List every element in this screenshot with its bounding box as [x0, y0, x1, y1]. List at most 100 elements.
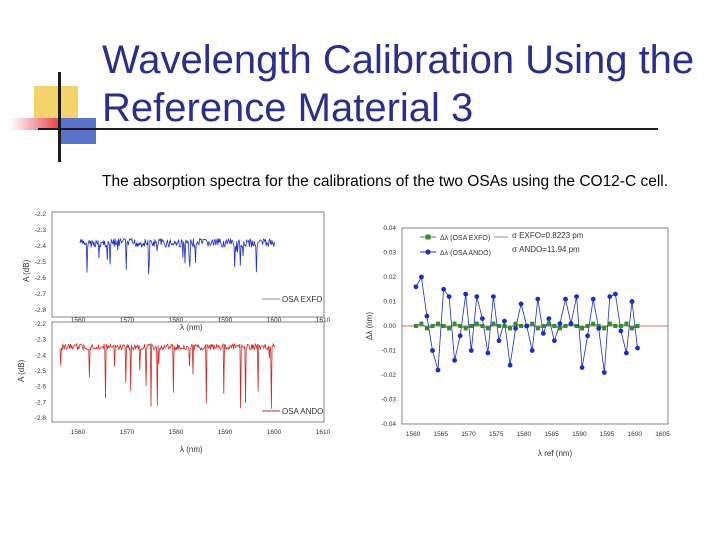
- legend-sigma-ando: σ ANDO=11.94 pm: [512, 245, 580, 254]
- legend-ando-marker: [425, 249, 431, 255]
- delta-exfo-point: [591, 321, 596, 326]
- delta-xticks-label: 1595: [600, 431, 615, 438]
- delta-exfo-point: [530, 321, 535, 326]
- delta-exfo-point: [469, 324, 474, 328]
- delta-exfo-point: [580, 326, 585, 331]
- ando-xlabel: λ (nm): [180, 445, 203, 454]
- delta-exfo-point: [474, 321, 479, 326]
- delta-exfo-point: [452, 321, 457, 326]
- ando-xticks-label: 1600: [267, 429, 282, 436]
- ando-yticks-label: -2.2: [35, 321, 47, 328]
- exfo-yticks-label: -2.4: [35, 243, 47, 250]
- chart-delta: 0.04 0.03 0.02 0.01 0.00 -0.01 -0.02 -0.03 -0.04…: [365, 225, 670, 458]
- ando-ylabel: A (dB): [17, 359, 26, 382]
- delta-exfo-point: [502, 324, 507, 328]
- delta-ando-point: [424, 313, 430, 319]
- exfo-xlabel: λ (nm): [180, 323, 203, 332]
- delta-ando-point: [557, 321, 563, 326]
- delta-exfo-point: [485, 326, 490, 331]
- delta-exfo-point: [541, 324, 546, 328]
- legend-ando-name: Δλ (OSA ANDO): [440, 250, 491, 257]
- delta-ando-point: [502, 318, 507, 324]
- delta-exfo-point: [419, 321, 424, 326]
- delta-legend: Δλ (OSA EXFO) Δλ (OSA ANDO) σ EXFO=0.822…: [420, 231, 584, 257]
- chart-exfo-yticks: -2.2 -2.3 -2.4 -2.5 -2.6 -2.7 -2.8: [35, 211, 47, 314]
- delta-ando-point: [585, 333, 590, 339]
- exfo-xticks-label: 1610: [316, 317, 331, 324]
- delta-ando-point: [452, 357, 457, 363]
- chart-ando-frame: [51, 321, 325, 423]
- delta-ando-point: [507, 362, 513, 368]
- delta-ando-point: [441, 286, 446, 292]
- ando-xticks-label: 1570: [120, 429, 135, 436]
- delta-exfo-point: [447, 326, 452, 331]
- deco-blue-square: [58, 118, 96, 144]
- delta-ando-point: [607, 294, 613, 299]
- delta-exfo-point: [430, 324, 435, 328]
- delta-exfo-point: [491, 321, 496, 326]
- delta-exfo-point: [436, 321, 440, 326]
- delta-xticks-label: 1605: [655, 431, 670, 438]
- delta-ando-point: [480, 316, 485, 321]
- delta-yticks-label: -0.01: [381, 348, 396, 355]
- delta-yticks-label: 0.00: [383, 323, 396, 330]
- delta-yticks-label: 0.03: [383, 250, 396, 257]
- delta-ando-point: [568, 321, 574, 326]
- ando-xticks-label: 1610: [316, 429, 331, 436]
- delta-ando-point: [513, 326, 518, 331]
- ando-xticks-label: 1590: [218, 429, 233, 436]
- delta-ando-point: [635, 345, 640, 351]
- exfo-yticks-label: -2.5: [35, 259, 47, 266]
- deco-vertical-line: [58, 72, 61, 162]
- deco-horizontal-line: [38, 128, 658, 130]
- delta-ando-point: [457, 333, 463, 339]
- delta-yticks-label: -0.02: [381, 372, 396, 379]
- delta-exfo-point: [424, 326, 429, 331]
- delta-exfo-point: [602, 326, 607, 331]
- delta-exfo-point: [480, 324, 485, 328]
- delta-exfo-point: [624, 321, 629, 326]
- delta-ando-point: [596, 326, 602, 331]
- delta-exfo-point: [552, 324, 557, 328]
- delta-yticks-label: -0.03: [381, 397, 396, 404]
- delta-xticks-label: 1570: [461, 431, 476, 438]
- delta-exfo-point: [574, 324, 579, 328]
- exfo-xticks-label: 1580: [169, 317, 184, 324]
- delta-exfo-point: [607, 321, 612, 326]
- delta-exfo-point: [585, 324, 590, 328]
- delta-ando-point: [413, 284, 419, 290]
- delta-ando-series-points: [413, 274, 640, 375]
- exfo-xticks-label: 1590: [218, 317, 233, 324]
- delta-ando-point: [629, 299, 635, 304]
- delta-ando-point: [496, 338, 502, 344]
- chart-ando-xticks: 1560 1570 1580 1590 1600 1610: [71, 429, 331, 436]
- delta-yticks-label: -0.04: [381, 421, 396, 428]
- ando-yticks-label: -2.3: [35, 337, 47, 344]
- delta-ando-point: [552, 338, 557, 344]
- delta-ando-point: [474, 294, 480, 299]
- chart-exfo-xticks: 1560 1570 1580 1590 1600 1610: [71, 317, 331, 324]
- deco-red-bar: [10, 118, 58, 130]
- delta-yticks-label: 0.01: [383, 299, 396, 306]
- ando-yticks-label: -2.5: [35, 368, 47, 375]
- delta-exfo-point: [630, 326, 634, 331]
- delta-yticks-label: 0.04: [383, 225, 396, 232]
- legend-exfo-marker: [425, 234, 431, 240]
- legend-exfo-name: Δλ (OSA EXFO): [440, 235, 490, 242]
- delta-ando-point: [468, 348, 474, 353]
- delta-exfo-point: [519, 324, 524, 328]
- exfo-xticks-label: 1570: [120, 317, 135, 324]
- delta-ylabel: Δλ (nm): [365, 312, 374, 340]
- ando-spectrum-trace: [59, 342, 276, 409]
- delta-exfo-point: [557, 326, 562, 331]
- delta-ando-point: [485, 350, 491, 356]
- delta-exfo-point: [458, 324, 463, 328]
- delta-exfo-point: [613, 324, 618, 328]
- delta-ando-point: [590, 296, 596, 302]
- ando-yticks-label: -2.8: [35, 415, 47, 422]
- exfo-yticks-label: -2.3: [35, 227, 47, 234]
- ando-yticks-label: -2.7: [35, 399, 47, 406]
- delta-ando-point: [601, 370, 607, 375]
- delta-exfo-point: [508, 326, 513, 331]
